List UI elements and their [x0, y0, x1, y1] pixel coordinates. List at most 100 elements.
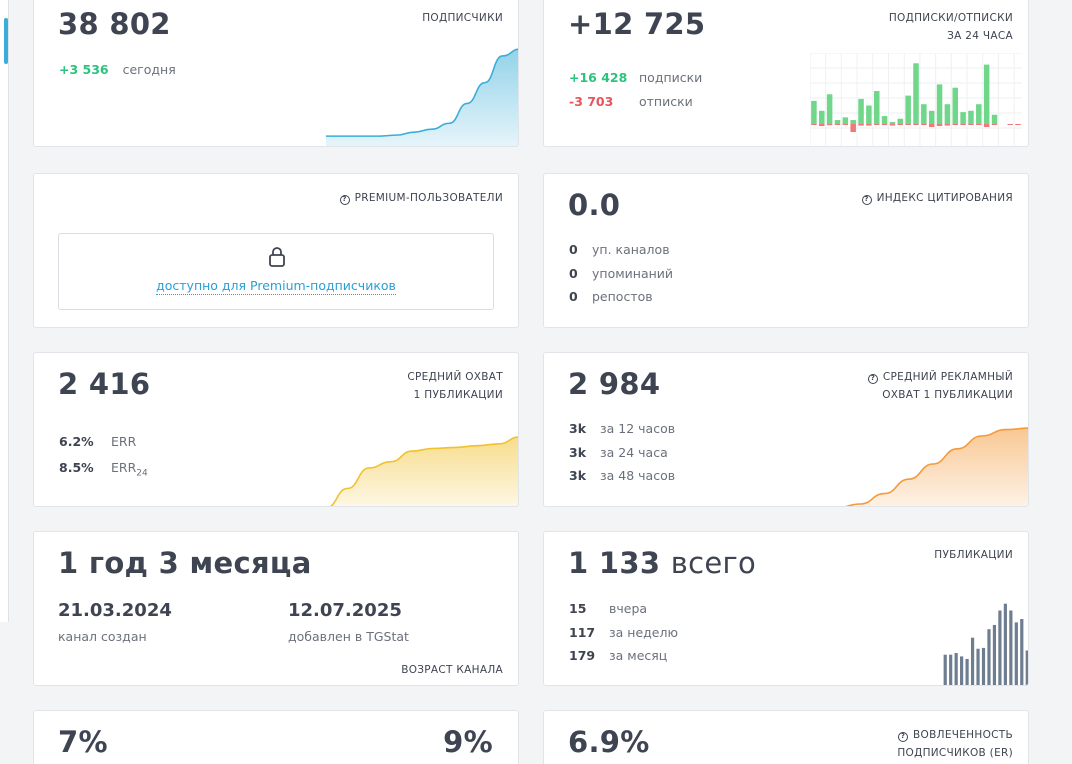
er-label: ? ВОВЛЕЧЕННОСТЬ ПОДПИСЧИКОВ (ER): [897, 729, 1013, 759]
ad-reach-label: ? СРЕДНИЙ РЕКЛАМНЫЙ ОХВАТ 1 ПУБЛИКАЦИИ: [867, 368, 1013, 404]
ad-reach-card[interactable]: 2 984 ? СРЕДНИЙ РЕКЛАМНЫЙ ОХВАТ 1 ПУБЛИКА…: [543, 352, 1029, 507]
citation-label: ? ИНДЕКС ЦИТИРОВАНИЯ: [861, 189, 1013, 207]
publications-bar-chart: [943, 603, 1028, 685]
bar-publications: [987, 629, 991, 685]
err-row: 6.2% ERR: [59, 434, 137, 449]
subs-24h-card[interactable]: +12 725 ПОДПИСКИ/ОТПИСКИ ЗА 24 ЧАСА +16 …: [543, 0, 1029, 147]
bar-unsubscribed: [936, 124, 943, 126]
bar-subscribed: [983, 64, 990, 124]
bar-subscribed: [819, 110, 825, 124]
ad-reach-value: 2 984: [568, 367, 661, 401]
bar-unsubscribed: [1007, 124, 1013, 125]
bar-subscribed: [936, 84, 943, 124]
bar-subscribed: [866, 105, 872, 124]
bar-publications: [1025, 650, 1028, 685]
channel-age-card[interactable]: 1 год 3 месяца 21.03.2024 канал создан 1…: [33, 531, 519, 686]
channel-created-label: канал создан: [58, 629, 147, 644]
premium-card[interactable]: ? PREMIUM-ПОЛЬЗОВАТЕЛИ доступно для Premi…: [33, 173, 519, 328]
citation-card[interactable]: 0.0 ? ИНДЕКС ЦИТИРОВАНИЯ 0 уп. каналов 0 уп…: [543, 173, 1029, 328]
bar-publications: [970, 637, 975, 685]
bar-unsubscribed: [976, 124, 982, 125]
er-card[interactable]: 6.9% ? ВОВЛЕЧЕННОСТЬ ПОДПИСЧИКОВ (ER): [543, 710, 1029, 764]
citation-row-channels: 0 уп. каналов: [569, 242, 670, 257]
sidebar-active-indicator: [4, 18, 8, 64]
publications-row-month: 179 за месяц: [569, 648, 668, 663]
bar-unsubscribed: [842, 124, 849, 125]
percent-card[interactable]: 7% 9%: [33, 710, 519, 764]
bar-publications: [1003, 603, 1007, 685]
channel-age-value: 1 год 3 месяца: [58, 546, 312, 580]
channel-age-label: ВОЗРАСТ КАНАЛА: [401, 664, 503, 676]
bar-publications: [1020, 619, 1024, 685]
bar-unsubscribed: [960, 124, 966, 125]
subscribers-trend-chart: [326, 48, 518, 146]
er-value: 6.9%: [568, 725, 650, 759]
bar-publications: [965, 658, 969, 685]
premium-label: ? PREMIUM-ПОЛЬЗОВАТЕЛИ: [339, 189, 503, 207]
bar-subscribed: [952, 87, 959, 124]
bar-subscribed: [826, 94, 833, 124]
bar-unsubscribed: [983, 124, 990, 127]
bar-publications: [1014, 622, 1018, 685]
bar-subscribed: [889, 122, 896, 124]
bar-unsubscribed: [811, 124, 817, 125]
premium-unlock-link[interactable]: доступно для Premium-подписчиков: [156, 278, 396, 295]
subscribers-today-delta: +3 536: [59, 62, 109, 77]
bar-unsubscribed: [866, 124, 872, 126]
info-icon[interactable]: ?: [339, 195, 350, 205]
bar-subscribed: [976, 104, 982, 124]
bar-publications: [976, 648, 980, 685]
bar-subscribed: [905, 95, 911, 124]
percent-right-value: 9%: [443, 725, 493, 759]
info-icon[interactable]: ?: [867, 374, 878, 384]
ad-reach-row-48h: 3k за 48 часов: [569, 468, 676, 483]
avg-reach-label: СРЕДНИЙ ОХВАТ 1 ПУБЛИКАЦИИ: [407, 371, 503, 401]
bar-unsubscribed: [881, 124, 888, 125]
bar-publications: [954, 653, 958, 685]
err24-row: 8.5% ERR24: [59, 460, 148, 479]
bar-subscribed: [811, 100, 817, 124]
bar-subscribed: [897, 118, 904, 124]
bar-unsubscribed: [952, 124, 959, 125]
bar-unsubscribed: [991, 124, 998, 125]
bar-subscribed: [913, 63, 919, 124]
subscribers-today: +3 536 сегодня: [59, 58, 176, 82]
bar-subscribed: [921, 104, 927, 124]
bar-publications: [998, 610, 1002, 685]
bar-unsubscribed: [913, 124, 919, 125]
percent-left-value: 7%: [58, 725, 108, 759]
subscribers-card[interactable]: 38 802 ПОДПИСЧИКИ +3 536 сегодня: [33, 0, 519, 147]
info-icon[interactable]: ?: [898, 732, 909, 742]
channel-added-date: 12.07.2025: [288, 600, 402, 621]
bar-unsubscribed: [834, 124, 841, 125]
citation-index: 0.0: [568, 188, 621, 222]
publications-row-week: 117 за неделю: [569, 625, 678, 640]
bar-unsubscribed: [850, 124, 856, 132]
chart-line: [845, 427, 1028, 506]
chart-area: [331, 436, 518, 506]
bar-publications: [992, 624, 997, 685]
avg-reach-trend-chart: [329, 436, 518, 506]
chart-area: [326, 49, 518, 146]
bar-subscribed: [968, 110, 974, 124]
subs-24h-subscribed: +16 428 подписки: [569, 70, 703, 85]
subs-24h-unsubscribed: -3 703 отписки: [569, 94, 693, 109]
publications-card[interactable]: 1 133 всего ПУБЛИКАЦИИ 15 вчера 117 за нед…: [543, 531, 1029, 686]
subscribers-label: ПОДПИСЧИКИ: [422, 12, 503, 24]
publications-total: 1 133 всего: [568, 546, 757, 580]
subscribers-count: 38 802: [58, 7, 171, 41]
avg-reach-card[interactable]: 2 416 СРЕДНИЙ ОХВАТ 1 ПУБЛИКАЦИИ 6.2% ERR…: [33, 352, 519, 507]
bar-unsubscribed: [1015, 124, 1021, 125]
sidebar-edge: [0, 0, 9, 622]
avg-reach-value: 2 416: [58, 367, 151, 401]
chart-area: [848, 428, 1028, 506]
bar-subscribed: [991, 114, 998, 124]
info-icon[interactable]: ?: [861, 195, 872, 205]
bar-publications: [981, 647, 986, 685]
bar-unsubscribed: [858, 124, 864, 126]
bar-subscribed: [850, 120, 856, 124]
channel-created-date: 21.03.2024: [58, 600, 172, 621]
subs-24h-label: ПОДПИСКИ/ОТПИСКИ ЗА 24 ЧАСА: [888, 12, 1013, 42]
chart-line: [326, 48, 518, 137]
bar-subscribed: [960, 112, 966, 124]
